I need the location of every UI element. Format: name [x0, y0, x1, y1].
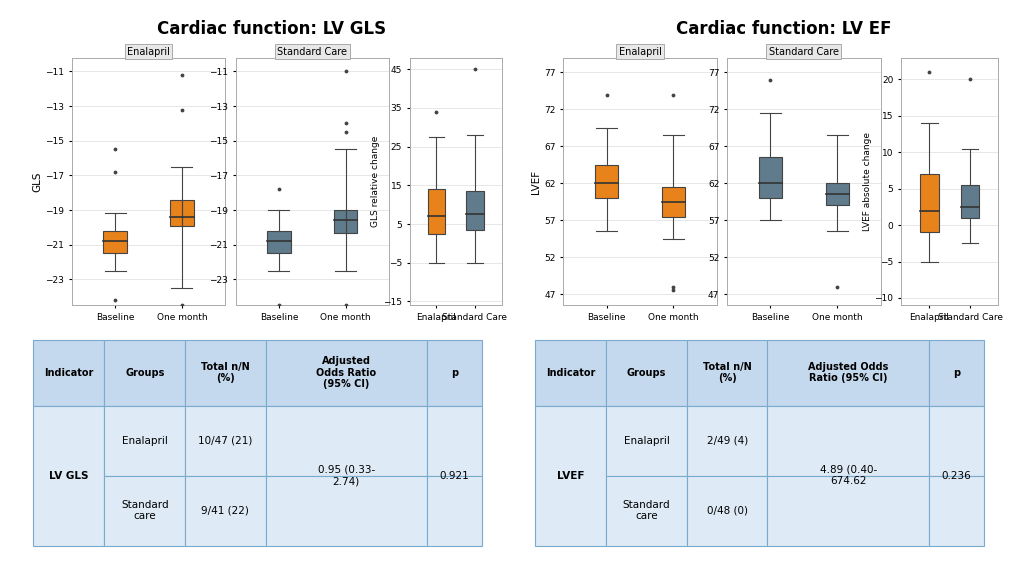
Bar	[265, 476, 427, 545]
Bar	[961, 185, 979, 218]
Text: Groups: Groups	[627, 367, 667, 378]
Bar	[427, 340, 482, 406]
Bar	[929, 406, 984, 476]
Bar	[606, 340, 687, 406]
Y-axis label: GLS relative change: GLS relative change	[371, 136, 380, 227]
Bar	[466, 191, 483, 230]
Text: 2/49 (4): 2/49 (4)	[707, 435, 748, 445]
Bar	[33, 406, 104, 545]
Text: 0.95 (0.33-
2.74): 0.95 (0.33- 2.74)	[317, 465, 375, 486]
Bar	[687, 476, 768, 545]
Text: p: p	[953, 367, 959, 378]
Bar	[929, 476, 984, 545]
Bar	[921, 174, 939, 233]
Text: Indicator: Indicator	[44, 367, 93, 378]
Bar	[768, 406, 929, 476]
Title: Enalapril: Enalapril	[618, 47, 662, 57]
Bar	[267, 231, 291, 253]
Text: Groups: Groups	[125, 367, 165, 378]
Bar	[104, 406, 185, 476]
Text: Enalapril: Enalapril	[624, 435, 670, 445]
Text: Adjusted Odds
Ratio (95% CI): Adjusted Odds Ratio (95% CI)	[808, 362, 888, 384]
Bar	[535, 406, 606, 545]
Y-axis label: LVEF absolute change: LVEF absolute change	[862, 132, 871, 231]
Bar	[595, 165, 618, 198]
Text: Enalapril: Enalapril	[122, 435, 168, 445]
Bar	[334, 210, 357, 233]
Bar	[687, 340, 768, 406]
Bar	[606, 406, 687, 476]
Bar	[185, 340, 265, 406]
Text: LV GLS: LV GLS	[49, 471, 88, 480]
Bar	[33, 340, 104, 406]
Bar	[662, 187, 685, 217]
Text: 0.236: 0.236	[941, 471, 972, 480]
Title: Enalapril: Enalapril	[127, 47, 170, 57]
Title: Standard Care: Standard Care	[769, 47, 839, 57]
Bar	[825, 183, 849, 206]
Text: 0/48 (0): 0/48 (0)	[707, 506, 748, 516]
Text: Cardiac function: LV GLS: Cardiac function: LV GLS	[157, 20, 386, 38]
Bar	[687, 406, 768, 476]
Y-axis label: GLS: GLS	[33, 171, 42, 192]
Bar	[185, 476, 265, 545]
Text: Total n/N
(%): Total n/N (%)	[201, 362, 250, 384]
Bar	[104, 340, 185, 406]
Text: Standard
care: Standard care	[121, 500, 169, 521]
Y-axis label: LVEF: LVEF	[531, 169, 542, 194]
Text: Indicator: Indicator	[546, 367, 595, 378]
Text: Cardiac function: LV EF: Cardiac function: LV EF	[676, 20, 891, 38]
Text: Adjusted
Odds Ratio
(95% CI): Adjusted Odds Ratio (95% CI)	[316, 356, 377, 389]
Bar	[535, 340, 606, 406]
Text: p: p	[452, 367, 458, 378]
Title: Standard Care: Standard Care	[278, 47, 347, 57]
Bar	[103, 231, 127, 253]
Text: Standard
care: Standard care	[623, 500, 671, 521]
Text: Total n/N
(%): Total n/N (%)	[702, 362, 752, 384]
Bar	[606, 476, 687, 545]
Bar	[428, 189, 445, 234]
Bar	[185, 406, 265, 476]
Bar	[104, 476, 185, 545]
Bar	[170, 200, 194, 226]
Bar	[265, 406, 427, 476]
Bar	[768, 476, 929, 545]
Text: 4.89 (0.40-
674.62: 4.89 (0.40- 674.62	[819, 465, 877, 486]
Bar	[929, 340, 984, 406]
Bar	[265, 340, 427, 406]
Bar	[427, 406, 482, 476]
Text: 0.921: 0.921	[439, 471, 470, 480]
Text: 10/47 (21): 10/47 (21)	[199, 435, 253, 445]
Bar	[427, 476, 482, 545]
Bar	[768, 340, 929, 406]
Text: LVEF: LVEF	[557, 471, 585, 480]
Bar	[759, 157, 782, 198]
Text: 9/41 (22): 9/41 (22)	[202, 506, 250, 516]
